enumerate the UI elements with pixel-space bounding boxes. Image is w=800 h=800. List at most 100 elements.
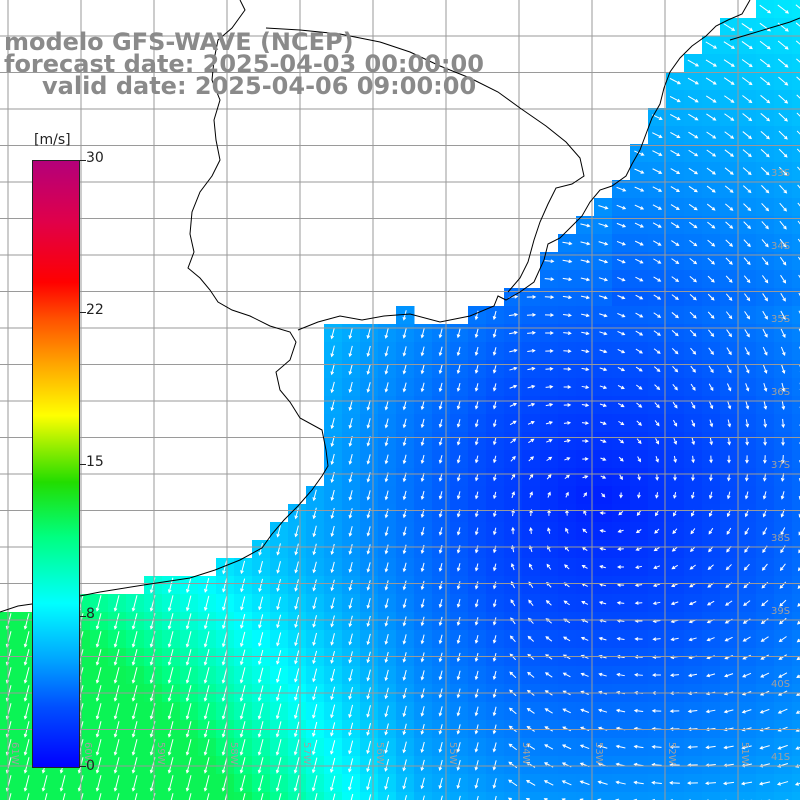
wind-arrow — [492, 742, 497, 753]
wind-arrow — [635, 366, 643, 372]
wind-arrow — [742, 672, 752, 678]
wind-arrow — [759, 22, 771, 32]
wind-arrow — [330, 579, 335, 592]
wind-arrow — [724, 113, 735, 121]
wind-arrow — [669, 709, 680, 713]
wind-arrow — [617, 277, 626, 282]
wind-arrow — [312, 579, 317, 592]
wind-arrow — [438, 346, 443, 357]
wind-arrow — [95, 613, 102, 630]
wind-arrow — [278, 793, 282, 800]
wind-arrow — [760, 167, 770, 176]
wind-arrow — [598, 223, 609, 228]
wind-arrow — [654, 420, 660, 427]
wind-arrow — [563, 313, 572, 318]
wind-arrow — [723, 709, 734, 714]
wind-arrow — [655, 510, 659, 517]
wind-arrow — [384, 669, 389, 682]
wind-arrow — [709, 455, 713, 464]
wind-arrow — [526, 313, 537, 317]
wind-arrow — [763, 364, 768, 374]
wind-cell — [792, 630, 800, 649]
longitude-label: 58W — [228, 742, 239, 765]
wind-arrow — [687, 673, 698, 678]
wind-arrow — [240, 560, 246, 575]
wind-arrow — [780, 328, 786, 338]
wind-arrow — [185, 667, 192, 684]
wind-arrow — [312, 704, 318, 719]
wind-arrow — [635, 258, 644, 264]
wind-arrow — [724, 673, 734, 678]
wind-arrow — [670, 637, 679, 642]
wind-arrow — [312, 668, 318, 683]
wind-arrow — [563, 403, 572, 407]
wind-arrow — [652, 204, 663, 210]
wind-arrow — [474, 599, 479, 608]
wind-arrow — [420, 580, 425, 591]
wind-arrow — [652, 583, 661, 588]
wind-arrow — [781, 382, 786, 393]
wind-arrow — [580, 277, 591, 282]
wind-cell — [792, 180, 800, 199]
wind-arrow — [438, 527, 443, 536]
wind-arrow — [474, 328, 479, 339]
wind-arrow — [581, 421, 590, 425]
wind-arrow — [781, 364, 786, 375]
wind-arrow — [332, 793, 336, 800]
wind-arrow — [492, 635, 497, 644]
wind-arrow — [580, 708, 590, 713]
wind-arrow — [615, 744, 626, 749]
colorbar-tick — [80, 160, 86, 161]
wind-cell — [450, 792, 469, 800]
wind-arrow — [510, 562, 515, 571]
wind-arrow — [600, 475, 607, 479]
wind-arrow — [580, 295, 591, 300]
wind-arrow — [707, 275, 715, 283]
wind-arrow — [673, 510, 677, 517]
wind-arrow — [779, 599, 787, 607]
wind-arrow — [509, 402, 518, 407]
wind-arrow — [795, 710, 800, 714]
wind-arrow — [527, 366, 536, 371]
wind-arrow — [456, 527, 461, 536]
wind-arrow — [438, 328, 443, 339]
wind-cell — [792, 54, 800, 73]
wind-cell — [792, 378, 800, 397]
wind-arrow — [330, 525, 335, 538]
wind-cell — [306, 792, 325, 800]
wind-arrow — [598, 259, 609, 264]
wind-arrow — [796, 656, 800, 661]
wind-arrow — [636, 420, 642, 426]
wind-arrow — [95, 775, 102, 792]
wind-arrow — [312, 597, 317, 610]
wind-arrow — [260, 793, 264, 800]
wind-arrow — [582, 528, 588, 534]
longitude-labels: 61W 60W 59W 58W 57W 56W 55W 54W 53W 52W 51W — [9, 742, 750, 765]
wind-arrow — [635, 312, 644, 318]
wind-arrow — [654, 402, 660, 409]
wind-arrow — [780, 346, 786, 357]
latitude-label: 37S — [771, 460, 790, 471]
wind-arrow — [420, 777, 425, 790]
wind-arrow — [384, 346, 389, 357]
wind-arrow — [723, 59, 735, 67]
wind-arrow — [456, 581, 461, 590]
wind-arrow — [420, 759, 425, 772]
wind-arrow — [474, 634, 479, 644]
wind-arrow — [293, 703, 300, 720]
wind-arrow — [637, 492, 641, 499]
wind-cell — [792, 108, 800, 127]
wind-arrow — [580, 241, 591, 246]
wind-arrow — [23, 667, 30, 684]
longitude-label: 54W — [520, 742, 531, 765]
wind-arrow — [778, 94, 789, 104]
wind-arrow — [779, 220, 787, 230]
wind-arrow — [761, 257, 769, 266]
wind-arrow — [384, 741, 389, 754]
wind-arrow — [726, 383, 732, 392]
wind-arrow — [113, 631, 120, 648]
wind-arrow — [705, 77, 717, 85]
wind-arrow — [510, 599, 516, 607]
wind-arrow — [725, 293, 733, 301]
wind-arrow — [669, 77, 682, 85]
